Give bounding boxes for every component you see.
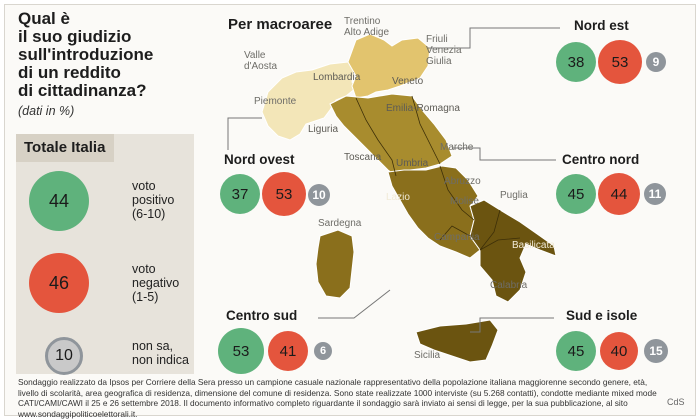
total-unsure-circle: 10 <box>45 337 83 375</box>
map-nord-ovest <box>261 61 357 141</box>
label-valle-aosta: Valle d'Aosta <box>244 50 278 72</box>
credit: CdS <box>667 397 685 407</box>
centro-sud-title: Centro sud <box>226 308 298 323</box>
sud-isole-unsure-circle: 15 <box>644 339 668 363</box>
total-positive-value: 44 <box>48 190 70 211</box>
nord-est-unsure-circle: 9 <box>646 52 666 72</box>
nord-est-negative: 53 <box>611 53 629 71</box>
sud-isole-negative: 40 <box>610 342 628 360</box>
nord-ovest-unsure: 10 <box>312 188 326 202</box>
centro-sud-negative: 41 <box>279 342 297 360</box>
label-lombardia: Lombardia <box>313 72 361 83</box>
label-lazio: Lazio <box>386 192 410 203</box>
map-sud-isole <box>469 199 557 303</box>
centro-nord-unsure: 11 <box>648 187 662 201</box>
total-negative-circle: 46 <box>29 253 89 313</box>
total-negative-label: voto negativo (1-5) <box>132 262 180 304</box>
label-marche: Marche <box>440 142 474 153</box>
label-friuli: Friuli Venezia Giulia <box>426 34 462 67</box>
total-italia-heading-box: Totale Italia <box>16 134 114 162</box>
label-campania: Campania <box>434 232 480 243</box>
connector-nord-est <box>428 27 560 49</box>
centro-sud-unsure-circle: 6 <box>314 342 332 360</box>
label-umbria: Umbria <box>396 158 429 169</box>
connector-sud-isole <box>470 317 554 333</box>
centro-nord-positive: 45 <box>567 185 585 203</box>
centro-sud-positive: 53 <box>232 342 250 360</box>
infographic-title: Qual è il suo giudizio sull'introduzione… <box>18 9 154 100</box>
label-toscana: Toscana <box>344 152 382 163</box>
centro-nord-unsure-circle: 11 <box>644 183 666 205</box>
centro-nord-negative: 44 <box>610 185 628 203</box>
total-positive-circle: 44 <box>29 171 89 231</box>
label-calabria: Calabria <box>490 280 528 291</box>
nord-ovest-negative: 53 <box>275 185 293 203</box>
total-unsure-value: 10 <box>55 347 73 364</box>
total-positive-label: voto positivo (6-10) <box>132 179 175 221</box>
label-sicilia: Sicilia <box>414 350 441 361</box>
nord-est-positive: 38 <box>567 53 585 71</box>
sud-isole-title: Sud e isole <box>566 308 638 323</box>
nord-ovest-positive: 37 <box>231 185 249 203</box>
label-puglia: Puglia <box>500 190 528 201</box>
label-liguria: Liguria <box>308 124 339 135</box>
units-note: (dati in %) <box>18 104 75 118</box>
nord-ovest-negative-circle: 53 <box>262 172 306 216</box>
sud-isole-positive: 45 <box>567 342 585 360</box>
label-abruzzo: Abruzzo <box>444 176 481 187</box>
centro-nord-title: Centro nord <box>562 152 640 167</box>
total-negative-value: 46 <box>48 272 70 293</box>
label-veneto: Veneto <box>392 76 424 87</box>
label-piemonte: Piemonte <box>254 96 297 107</box>
connector-nord-ovest <box>227 117 262 150</box>
sud-isole-positive-circle: 45 <box>556 331 596 371</box>
label-sardegna: Sardegna <box>318 218 362 229</box>
centro-sud-negative-circle: 41 <box>268 331 308 371</box>
methodology-note: Sondaggio realizzato da Ipsos per Corrie… <box>18 377 657 419</box>
label-trentino: Trentino Alto Adige <box>344 16 390 38</box>
map-nord-est <box>347 33 431 99</box>
centro-sud-positive-circle: 53 <box>218 328 264 374</box>
map-centro-nord <box>329 93 453 177</box>
sud-isole-unsure: 15 <box>649 344 663 358</box>
label-emilia: Emilia-Romagna <box>386 103 460 114</box>
map-sardegna <box>315 229 355 299</box>
map-region-borders <box>355 95 521 251</box>
centro-nord-negative-circle: 44 <box>598 173 640 215</box>
total-unsure-label: non sa, non indica <box>132 339 189 367</box>
nord-est-positive-circle: 38 <box>556 42 596 82</box>
map-sicilia <box>415 319 499 363</box>
nord-ovest-positive-circle: 37 <box>220 174 260 214</box>
nord-ovest-title: Nord ovest <box>224 152 295 167</box>
nord-est-unsure: 9 <box>652 55 660 69</box>
nord-est-title: Nord est <box>574 18 629 33</box>
sud-isole-negative-circle: 40 <box>600 332 638 370</box>
label-molise: Molise <box>450 196 479 207</box>
nord-ovest-unsure-circle: 10 <box>308 184 330 206</box>
centro-sud-unsure: 6 <box>319 345 327 357</box>
macroareas-heading: Per macroaree <box>228 16 333 33</box>
total-italia-heading: Totale Italia <box>24 139 106 156</box>
connector-centro-sud <box>318 289 391 319</box>
label-basilicata: Basilicata <box>512 240 555 251</box>
connector-centro-nord <box>452 147 556 161</box>
centro-nord-positive-circle: 45 <box>556 174 596 214</box>
nord-est-negative-circle: 53 <box>598 40 642 84</box>
